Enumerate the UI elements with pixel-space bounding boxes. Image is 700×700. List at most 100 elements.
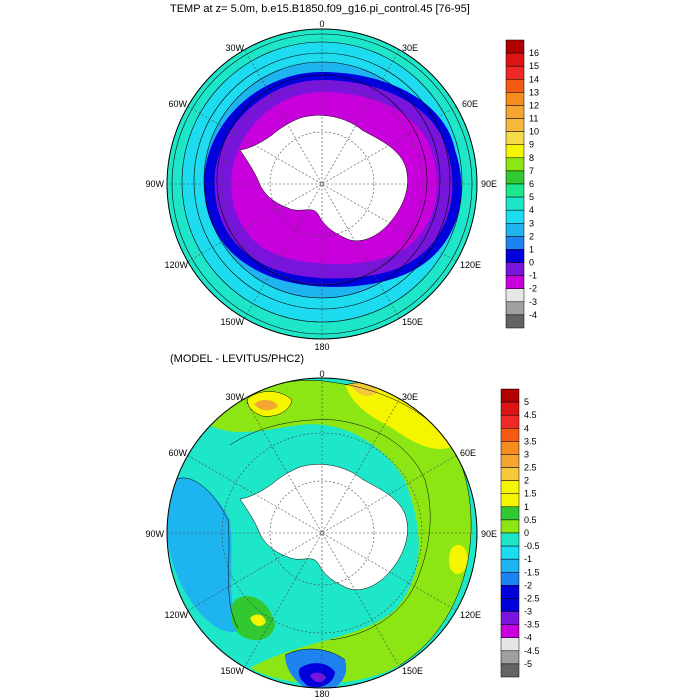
top-colorbar-swatch-1: [505, 52, 525, 67]
top-colorbar-label-2: 14: [529, 74, 539, 84]
bottom-colorbar-label-5: 2.5: [524, 463, 537, 473]
top-colorbar-label-16: 0: [529, 258, 534, 268]
bottom-colorbar-swatch-1: [500, 401, 520, 416]
bottom-lon-120e: 120E: [460, 610, 481, 620]
bottom-longitude-labels: 0 30E 60E 90E 120E 150E 180 150W 120W 90…: [145, 369, 497, 699]
top-colorbar-swatch-13: [505, 209, 525, 224]
top-colorbar-swatch-4: [505, 92, 525, 106]
bottom-colorbar-swatch-17: [500, 611, 520, 625]
bottom-lon-90w: 90W: [145, 529, 164, 539]
bottom-field-yellow-sw: [250, 614, 266, 627]
top-colorbar-swatch-7: [505, 131, 525, 145]
top-lon-30w: 30W: [225, 43, 244, 53]
bottom-colorbar-swatch-3: [500, 428, 520, 442]
top-colorbar-swatch-8: [505, 144, 525, 159]
bottom-colorbar-label-11: -0.5: [524, 541, 540, 551]
bottom-colorbar-swatch-0: [500, 388, 520, 403]
top-colorbar-label-14: 2: [529, 231, 534, 241]
bottom-colorbar-label-12: -1: [524, 554, 532, 564]
bottom-colorbar-swatch-5: [500, 454, 520, 468]
top-colorbar-label-0: 16: [529, 48, 539, 58]
bottom-lon-0: 0: [319, 369, 324, 379]
bottom-colorbar-label-7: 1.5: [524, 489, 537, 499]
bottom-colorbar-swatch-8: [500, 493, 520, 508]
top-colorbar-label-4: 12: [529, 100, 539, 110]
top-colorbar-swatch-12: [505, 196, 525, 211]
top-colorbar-label-6: 10: [529, 127, 539, 137]
top-colorbar-swatch-11: [505, 183, 525, 198]
bottom-colorbar-label-1: 4.5: [524, 410, 537, 420]
bottom-field-yellow-east: [448, 544, 468, 574]
top-lon-120w: 120W: [164, 260, 188, 270]
top-colorbar-label-19: -3: [529, 297, 537, 307]
top-colorbar-label-18: -2: [529, 284, 537, 294]
bottom-colorbar-label-3: 3.5: [524, 436, 537, 446]
bottom-panel: (MODEL - LEVITUS/PHC2): [145, 353, 539, 699]
top-panel-title: TEMP at z= 5.0m, b.e15.B1850.f09_g16.pi_…: [170, 3, 470, 15]
bottom-field-orange-nw: [254, 400, 278, 411]
top-colorbar-swatch-19: [505, 288, 525, 303]
bottom-field-green-ring: [200, 380, 472, 684]
bottom-colorbar-label-14: -2: [524, 580, 532, 590]
bottom-field-light-blue-west: [167, 477, 240, 632]
top-colorbar-label-11: 5: [529, 192, 534, 202]
bottom-lon-150e: 150E: [402, 666, 423, 676]
bottom-colorbar-swatch-12: [500, 545, 520, 560]
top-lon-0: 0: [319, 19, 324, 29]
top-colorbar-label-3: 13: [529, 87, 539, 97]
top-colorbar-label-17: -1: [529, 271, 537, 281]
bottom-colorbar-label-8: 1: [524, 502, 529, 512]
bottom-colorbar-label-10: 0: [524, 528, 529, 538]
top-longitude-labels: 0 30E 60E 90E 120E 150E 180 150W 120W 90…: [145, 19, 497, 352]
bottom-colorbar-swatch-13: [500, 558, 520, 573]
top-colorbar-swatch-2: [505, 65, 525, 80]
top-lon-30e: 30E: [402, 43, 418, 53]
top-colorbar-swatch-5: [505, 105, 525, 119]
top-colorbar-label-20: -4: [529, 310, 537, 320]
top-colorbar-swatch-3: [505, 79, 525, 93]
bottom-colorbar-label-18: -4: [524, 633, 532, 643]
top-lon-120e: 120E: [460, 260, 481, 270]
top-colorbar-swatch-16: [505, 249, 525, 263]
top-colorbar-swatch-17: [505, 262, 525, 276]
top-colorbar-swatch-18: [505, 275, 525, 289]
bottom-colorbar-label-0: 5: [524, 397, 529, 407]
bottom-colorbar-label-19: -4.5: [524, 646, 540, 656]
top-colorbar-label-15: 1: [529, 244, 534, 254]
bottom-colorbar-swatch-2: [500, 414, 520, 429]
bottom-colorbar-swatch-14: [500, 572, 520, 586]
bottom-lon-30e: 30E: [402, 392, 418, 402]
bottom-colorbar-label-2: 4: [524, 423, 529, 433]
bottom-colorbar-swatch-15: [500, 585, 520, 599]
bottom-colorbar-label-9: 0.5: [524, 515, 537, 525]
bottom-graticule: [167, 378, 477, 688]
top-colorbar-swatch-10: [505, 170, 525, 185]
top-colorbar-label-10: 6: [529, 179, 534, 189]
top-colorbar-label-7: 9: [529, 140, 534, 150]
top-colorbar-label-13: 3: [529, 218, 534, 228]
top-colorbar-swatch-0: [505, 39, 525, 54]
bottom-lon-120w: 120W: [164, 610, 188, 620]
top-lon-150e: 150E: [402, 317, 423, 327]
bottom-lon-180: 180: [314, 689, 329, 699]
top-colorbar-swatch-21: [505, 314, 525, 329]
bottom-colorbar-label-15: -2.5: [524, 593, 540, 603]
top-colorbar-label-8: 8: [529, 153, 534, 163]
bottom-colorbar-swatch-16: [500, 598, 520, 612]
bottom-colorbar-swatch-21: [500, 663, 520, 678]
bottom-colorbar-label-6: 2: [524, 476, 529, 486]
bottom-lon-90e: 90E: [481, 529, 497, 539]
bottom-colorbar-swatch-18: [500, 624, 520, 638]
bottom-colorbar-swatch-10: [500, 519, 520, 534]
bottom-colorbar-swatch-11: [500, 532, 520, 547]
bottom-colorbar-label-16: -3: [524, 607, 532, 617]
top-lon-60e: 60E: [462, 99, 478, 109]
top-polar-map: [167, 29, 477, 339]
bottom-lon-150w: 150W: [220, 666, 244, 676]
top-colorbar-swatch-20: [505, 301, 525, 316]
bottom-colorbar-swatch-7: [500, 480, 520, 494]
bottom-colorbar-label-20: -5: [524, 659, 532, 669]
top-colorbar-swatch-15: [505, 236, 525, 250]
